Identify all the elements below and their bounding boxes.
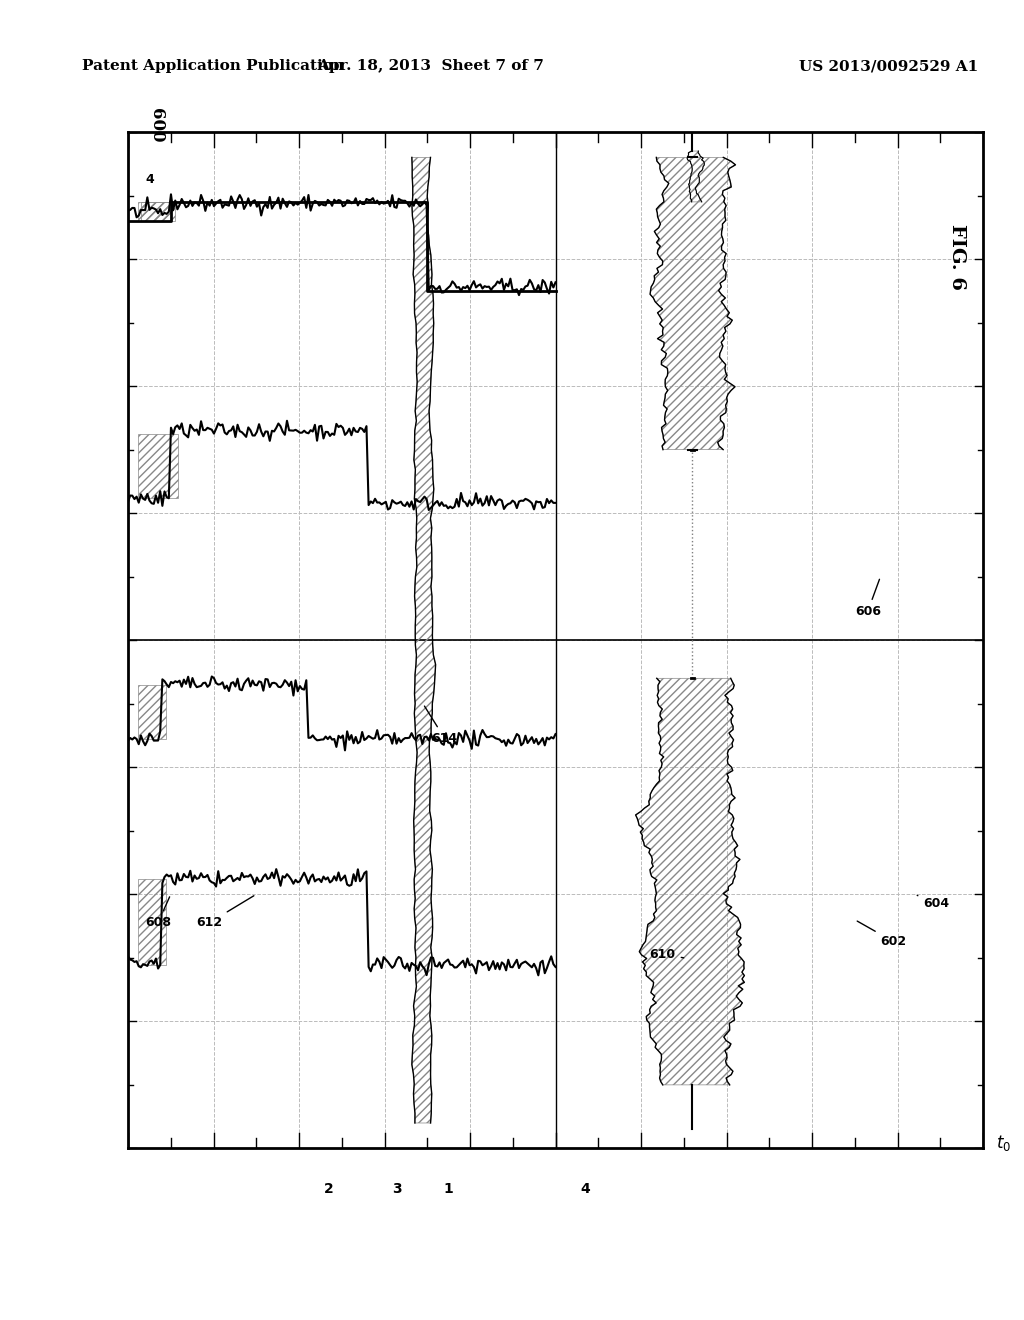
- Text: $t_0$: $t_0$: [996, 1134, 1011, 1154]
- Text: 602: 602: [857, 921, 906, 948]
- Text: Apr. 18, 2013  Sheet 7 of 7: Apr. 18, 2013 Sheet 7 of 7: [316, 59, 544, 74]
- Text: 608: 608: [145, 896, 171, 929]
- Text: 606: 606: [855, 579, 881, 618]
- Text: 612: 612: [197, 896, 254, 929]
- Text: 600: 600: [148, 108, 166, 143]
- Text: 4: 4: [581, 1181, 590, 1196]
- Text: 2: 2: [324, 1181, 334, 1196]
- Text: US 2013/0092529 A1: US 2013/0092529 A1: [799, 59, 978, 74]
- Text: 1: 1: [443, 1181, 454, 1196]
- Text: 4: 4: [145, 173, 154, 186]
- Text: 614: 614: [425, 706, 458, 744]
- Text: 604: 604: [918, 895, 949, 909]
- Text: FIG. 6: FIG. 6: [948, 224, 967, 290]
- Text: Patent Application Publication: Patent Application Publication: [82, 59, 344, 74]
- Text: 3: 3: [392, 1181, 402, 1196]
- Text: 610: 610: [649, 948, 684, 961]
